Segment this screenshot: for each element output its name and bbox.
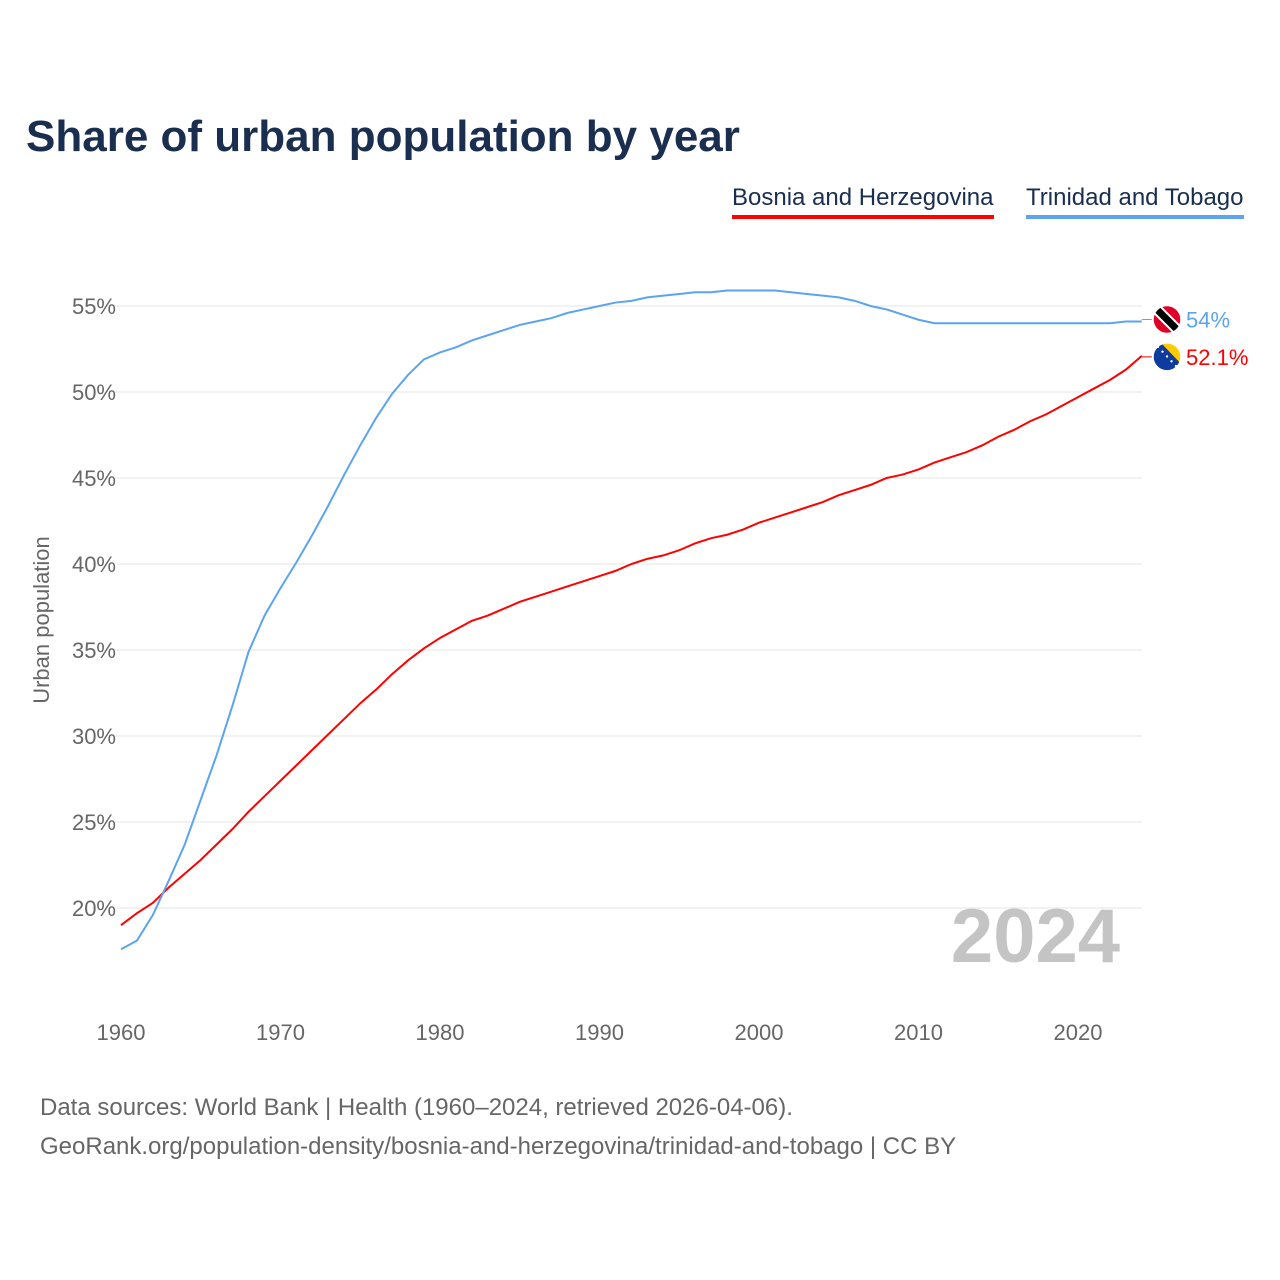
x-tick-label: 1970: [256, 1020, 305, 1045]
source-line-2: GeoRank.org/population-density/bosnia-an…: [40, 1133, 957, 1160]
flag-star: [1165, 355, 1169, 358]
bosnia-flag-icon: [1152, 342, 1182, 372]
x-tick-label: 1990: [575, 1020, 624, 1045]
y-tick-label: 50%: [72, 380, 116, 405]
y-tick-label: 40%: [72, 552, 116, 577]
x-tick-label: 2000: [735, 1020, 784, 1045]
series-line-bosnia: [120, 355, 1143, 926]
chart-title: Share of urban population by year: [26, 112, 740, 161]
end-value-label: 54%: [1186, 307, 1230, 332]
series-line-trinidad: [120, 289, 1142, 951]
y-tick-label: 45%: [72, 466, 116, 491]
flag-star: [1161, 350, 1164, 353]
y-tick-label: 35%: [72, 638, 116, 663]
x-tick-label: 1960: [97, 1020, 146, 1045]
end-value-label: 52.1%: [1186, 345, 1248, 370]
flag-star: [1170, 360, 1173, 363]
y-tick-label: 20%: [72, 896, 116, 921]
source-note: Data sources: World Bank | Health (1960–…: [40, 1088, 956, 1166]
x-tick-label: 2020: [1054, 1020, 1103, 1045]
legend-item-bosnia[interactable]: Bosnia and Herzegovina: [732, 184, 994, 219]
year-watermark: 2024: [951, 894, 1120, 979]
y-tick-label: 55%: [72, 294, 116, 319]
y-tick-label: 25%: [72, 810, 116, 835]
legend-item-trinidad[interactable]: Trinidad and Tobago: [1026, 184, 1244, 219]
flag-border: [1152, 304, 1182, 335]
trinidad-flag-icon: [1152, 304, 1182, 335]
flag-body: [1153, 342, 1181, 371]
x-tick-label: 1980: [416, 1020, 465, 1045]
y-tick-label: 30%: [72, 724, 116, 749]
flag-body: [1153, 305, 1181, 334]
source-line-1: Data sources: World Bank | Health (1960–…: [40, 1094, 793, 1121]
flag-border: [1152, 342, 1182, 372]
x-tick-label: 2010: [894, 1020, 943, 1045]
